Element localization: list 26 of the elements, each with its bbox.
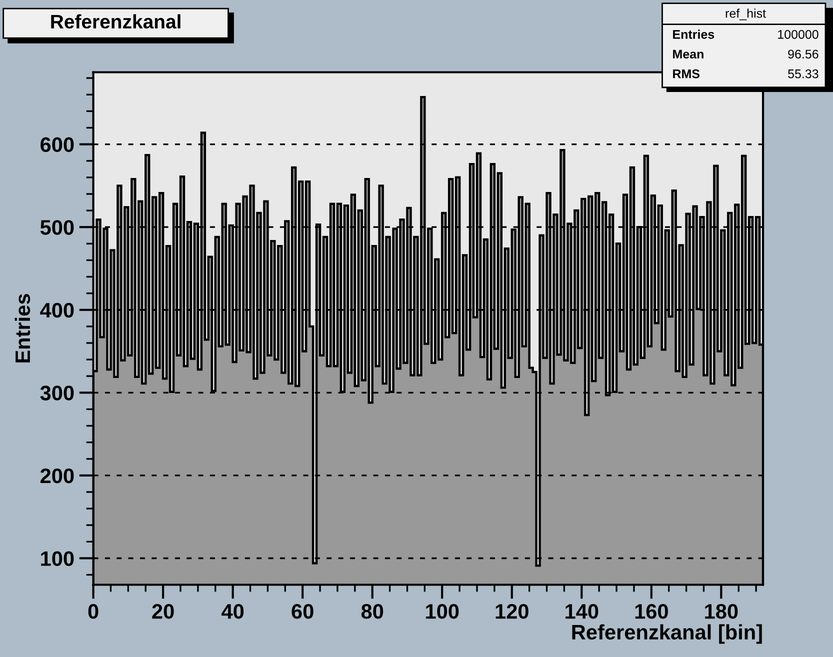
text: Mean — [673, 50, 704, 59]
y-tick-label: 600 — [40, 137, 74, 152]
y-tick-label: 400 — [40, 302, 74, 318]
text: 55.33 — [788, 69, 818, 78]
x-tick-label: 140 — [566, 604, 598, 619]
x-tick-label: 0 — [88, 604, 98, 619]
x-tick-label: 20 — [152, 604, 174, 619]
text: 100000 — [778, 30, 818, 39]
text: ref_hist — [726, 8, 766, 20]
x-tick-label: 80 — [361, 604, 384, 619]
text: 96.56 — [788, 50, 818, 59]
y-tick-label: 500 — [40, 220, 74, 235]
y-tick-label: 200 — [40, 468, 74, 484]
x-tick-label: 120 — [496, 604, 528, 619]
annotation: RMS — [673, 69, 700, 78]
chart-title: Referenzkanal — [51, 14, 180, 29]
x-tick-label: 40 — [222, 604, 244, 619]
text: Entries — [673, 30, 714, 39]
y-tick-label: 300 — [40, 386, 74, 400]
y-axis-title: Entries — [14, 294, 30, 362]
x-tick-label: 60 — [292, 604, 314, 619]
x-axis-title: Referenzkanal [bin] — [572, 624, 762, 644]
x-tick-label: 160 — [635, 604, 668, 619]
x-tick-label: 180 — [705, 604, 738, 619]
y-tick-label: 100 — [41, 551, 74, 566]
x-tick-label: 100 — [426, 604, 459, 619]
